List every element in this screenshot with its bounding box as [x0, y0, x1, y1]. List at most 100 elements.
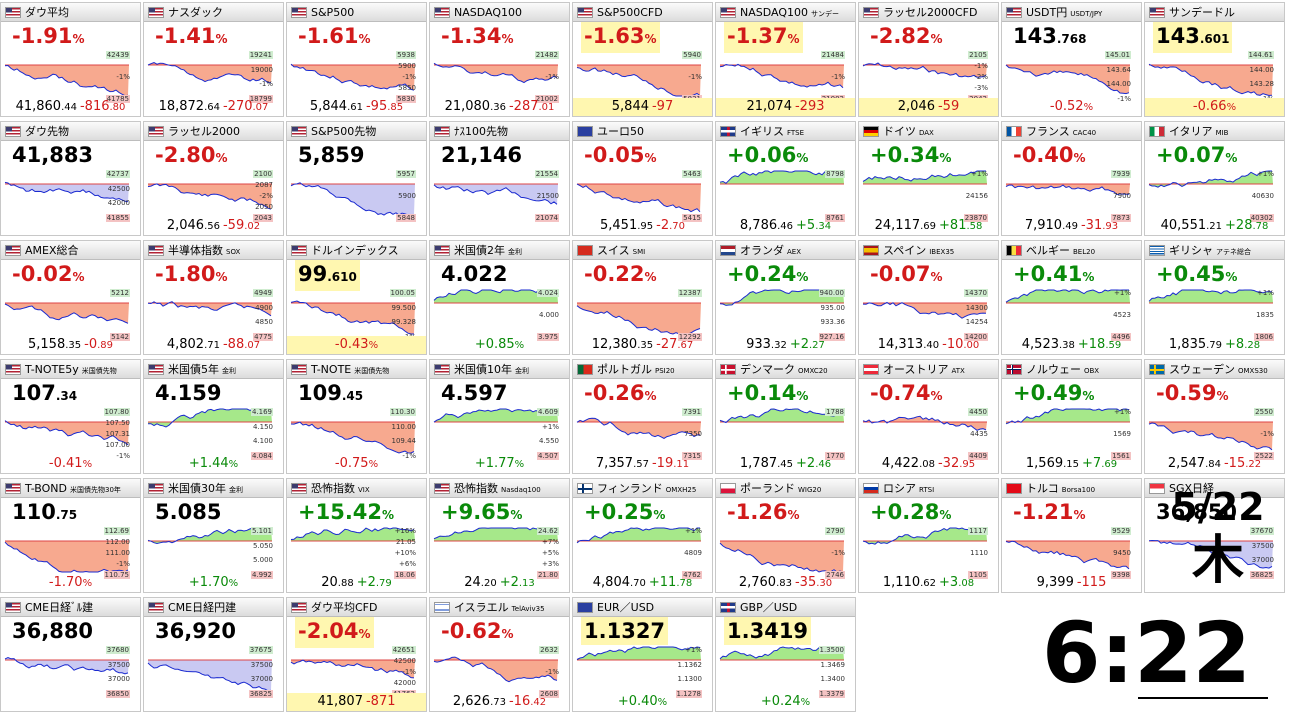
- market-tile[interactable]: GBP／USD 1.3419 1.3500 1.3469 1.3400 1.3379 +0.…: [715, 597, 856, 712]
- market-tile[interactable]: ナスダック -1.41% 19241 19000 -1% 18799 18,872.64 -2…: [143, 2, 284, 117]
- market-tile[interactable]: ポルトガル PSI20 -0.26% 7391 7350 7315 7,357.57 -19.…: [572, 359, 713, 474]
- market-tile[interactable]: 米国債2年 金利 4.022 4.024 4.000 3.975 +0.85%: [429, 240, 570, 355]
- main-value-text: +0.25: [584, 500, 654, 524]
- tile-name: 米国債30年 金利: [168, 482, 243, 495]
- axis-tick-label: -1%: [831, 73, 845, 81]
- market-tile[interactable]: ラッセル2000CFD-2.82%2105-1%-2%-3%20422,046-…: [858, 2, 999, 117]
- market-tile[interactable]: EUR／USD 1.1327 +1% 1.1362 1.1300 1.1278 +0.40%: [572, 597, 713, 712]
- change-value: -88.07: [223, 337, 260, 352]
- market-tile[interactable]: 恐怖指数 Nasdaq100 +9.65% 24.62 +7% +5% +3% 21.80 24…: [429, 478, 570, 593]
- market-tile[interactable]: NASDAQ100サンデー-1.37%21484-1%2100221,074-2…: [715, 2, 856, 117]
- market-tile[interactable]: CME日経ﾞﾙ建 36,880 37680 37500 37000 36850: [0, 597, 141, 712]
- market-tile[interactable]: S&P500先物 5,859 5957 5900 5848: [286, 121, 427, 236]
- market-tile[interactable]: 半導体指数 SOX -1.80% 4949 4900 4850 4775 4,802.71 -8…: [143, 240, 284, 355]
- market-tile[interactable]: ロシア RTSI +0.28% 1117 1110 1105 1,110.62 +3.08: [858, 478, 999, 593]
- axis-tick-label: -1%: [116, 560, 130, 568]
- market-tile[interactable]: フランス CAC40 -0.40% 7939 7900 7873 7,910.49 -31.9…: [1001, 121, 1142, 236]
- change-value: +0.24%: [761, 694, 810, 709]
- market-tile[interactable]: イスラエル TelAviv35 -0.62% 2632 -1% 2608 2,626.73-…: [429, 597, 570, 712]
- tile-main-value: -0.26%: [581, 379, 660, 410]
- market-tile[interactable]: NASDAQ100 -1.34% 21482 -1% 21002 21,080.36 -28…: [429, 2, 570, 117]
- market-tile[interactable]: ドルインデックス99.610100.0599.50099.328-1%-0.43…: [286, 240, 427, 355]
- market-tile[interactable]: ダウ先物 41,883 42737 42500 42000 41855: [0, 121, 141, 236]
- market-tile[interactable]: T-BOND 米国債先物30年 110.75 112.69 112.00 111.00 -1…: [0, 478, 141, 593]
- market-tile[interactable]: イタリア MIB +0.07% +1% 40630 40302 40,551.21 +28.7…: [1144, 121, 1285, 236]
- main-value-unit: %: [939, 151, 952, 165]
- market-tile[interactable]: ノルウェー OBX +0.49% +1% 1569 1561 1,569.15 +7.69: [1001, 359, 1142, 474]
- market-tile[interactable]: ダウ平均 -1.91% 42439 -1% 41785 41,860.44 -816.80: [0, 2, 141, 117]
- market-tile[interactable]: USDT円 USDT/JPY 143.768 145.01 143.64 144.00 -1…: [1001, 2, 1142, 117]
- market-tile[interactable]: ギリシャ アテネ総合 +0.45% +1% 1835 1806 1,835.79 +8.28: [1144, 240, 1285, 355]
- tile-header: 米国債5年 金利: [144, 360, 283, 379]
- market-tile[interactable]: ベルギー BEL20 +0.41% +1% 4523 4496 4,523.38 +18.59: [1001, 240, 1142, 355]
- tile-bottom-values: 2,046.56 -59.02: [144, 217, 283, 235]
- tile-main-value: 4.022: [438, 260, 510, 288]
- chart-line: [290, 300, 414, 335]
- market-tile[interactable]: T-NOTE5y 米国債先物 107.34 107.80 107.50 107.31 107…: [0, 359, 141, 474]
- axis-tick-label: 24.62: [536, 527, 559, 535]
- tile-bottom-values: 18,872.64 -270.07: [144, 98, 283, 116]
- market-tile[interactable]: スウェーデン OMXS30 -0.59% 2550 -1% 2522 2,547.84 -15…: [1144, 359, 1285, 474]
- flag-icon: [148, 126, 164, 137]
- axis-tick-label: 37500: [1251, 541, 1274, 550]
- change-value: -10.00: [942, 337, 979, 352]
- tile-subname: IBEX35: [929, 248, 955, 256]
- main-value-text: 1.1327: [584, 619, 666, 643]
- axis-tick-label: 8761: [825, 214, 845, 222]
- market-tile[interactable]: ﾅｽ100先物 21,146 21554 21500 21074: [429, 121, 570, 236]
- flag-icon: [1006, 483, 1022, 494]
- market-tile[interactable]: オーストリア ATX -0.74% 4450 4435 4409 4,422.08 -32.9…: [858, 359, 999, 474]
- market-tile[interactable]: S&P500 -1.61% 5938 5900 -1% 5850 5830 5,844.61-…: [286, 2, 427, 117]
- market-tile[interactable]: ラッセル2000 -2.80% 2100 2087 -2% 2050 2043 2,046.5…: [143, 121, 284, 236]
- market-tile[interactable]: デンマーク OMXC20 +0.14% 1788 1770 1,787.45 +2.46: [715, 359, 856, 474]
- market-tile[interactable]: トルコ Borsa100 -1.21% 9529 9450 9398 9,399 -115: [1001, 478, 1142, 593]
- market-tile[interactable]: 米国債30年 金利 5.085 5.101 5.050 5.000 4.992 +1.70%: [143, 478, 284, 593]
- market-tile[interactable]: 米国債10年 金利 4.597 4.609 +1% 4.550 4.507 +1.77%: [429, 359, 570, 474]
- axis-tick-label: 2790: [825, 527, 845, 535]
- market-tile[interactable]: ドイツ DAX +0.34% +1% 24156 23870 24,117.69 +81.58: [858, 121, 999, 236]
- chart-line: [719, 170, 843, 184]
- close-value: 2,626.73: [453, 694, 506, 709]
- main-value-unit: %: [1082, 389, 1095, 403]
- main-value-decimal: .601: [1199, 32, 1230, 46]
- flag-icon: [291, 364, 307, 375]
- change-value-decimal: .07: [244, 340, 261, 351]
- market-tile[interactable]: イギリス FTSE +0.06% 8798 8761 8,786.46 +5.34: [715, 121, 856, 236]
- flag-icon: [5, 126, 21, 137]
- market-tile[interactable]: スイス SMI -0.22% 12387 12292 12,380.35 -27.67: [572, 240, 713, 355]
- market-tile[interactable]: AMEX総合 -0.02% 5212 5142 5,158.35 -0.89: [0, 240, 141, 355]
- market-tile[interactable]: ダウ平均CFD-2.04%4265142500-1%420004176241,8…: [286, 597, 427, 712]
- tile-bottom-values: -0.43%: [287, 336, 426, 354]
- tile-header: フランス CAC40: [1002, 122, 1141, 141]
- tile-header: T-BOND 米国債先物30年: [1, 479, 140, 498]
- axis-tick-label: 144.00: [1106, 80, 1132, 89]
- market-tile[interactable]: フィンランド OMXH25 +0.25% +1% 4809 4762 4,804.70 +11…: [572, 478, 713, 593]
- axis-tick-label: 107.31: [105, 430, 131, 438]
- market-tile[interactable]: SGX日経 36,850 37670 37500 37000 36825: [1144, 478, 1285, 593]
- change-value-int: +0.24: [760, 694, 801, 709]
- market-tile[interactable]: 米国債5年 金利 4.159 4.169 4.150 4.100 4.084 +1.44%: [143, 359, 284, 474]
- main-value-unit: %: [382, 508, 395, 522]
- market-tile[interactable]: スペイン IBEX35 -0.07% 14370 14300 14254 14200 14,3…: [858, 240, 999, 355]
- axis-tick-label: 21.80: [536, 571, 559, 579]
- close-value-int: 7,357: [595, 456, 634, 471]
- change-value-decimal: %: [1083, 102, 1094, 113]
- market-tile[interactable]: CME日経円建 36,920 37675 37500 37000 36825: [143, 597, 284, 712]
- change-value-int: -1.70: [48, 575, 83, 590]
- chart-area: [434, 63, 558, 83]
- market-tile[interactable]: オランダ AEX +0.24% 940.00 935.00 933.36 927.16 933…: [715, 240, 856, 355]
- market-tile[interactable]: T-NOTE 米国債先物 109.45 110.30 110.00 109.44 -1% -0…: [286, 359, 427, 474]
- tile-subname: ATX: [951, 367, 965, 375]
- market-tile[interactable]: 恐怖指数 VIX +15.42% +16% 21.05 +10% +6% 18.06 20.88…: [286, 478, 427, 593]
- market-tile[interactable]: ポーランド WIG20 -1.26% 2790 -1% 2746 2,760.83 -35.3…: [715, 478, 856, 593]
- close-value: 5,158.35: [28, 337, 81, 352]
- axis-tick-label: -2%: [974, 73, 988, 81]
- tile-header: ラッセル2000: [144, 122, 283, 141]
- market-tile[interactable]: S&P500CFD-1.63%5940-1%58315,844-97: [572, 2, 713, 117]
- axis-tick-label: +1%: [1114, 289, 1131, 297]
- tile-name: フランス CAC40: [1026, 125, 1097, 138]
- market-tile[interactable]: ユーロ50 -0.05% 5463 5415 5,451.95 -2.70: [572, 121, 713, 236]
- close-value-decimal: .57: [633, 459, 649, 470]
- tile-header: S&P500先物: [287, 122, 426, 141]
